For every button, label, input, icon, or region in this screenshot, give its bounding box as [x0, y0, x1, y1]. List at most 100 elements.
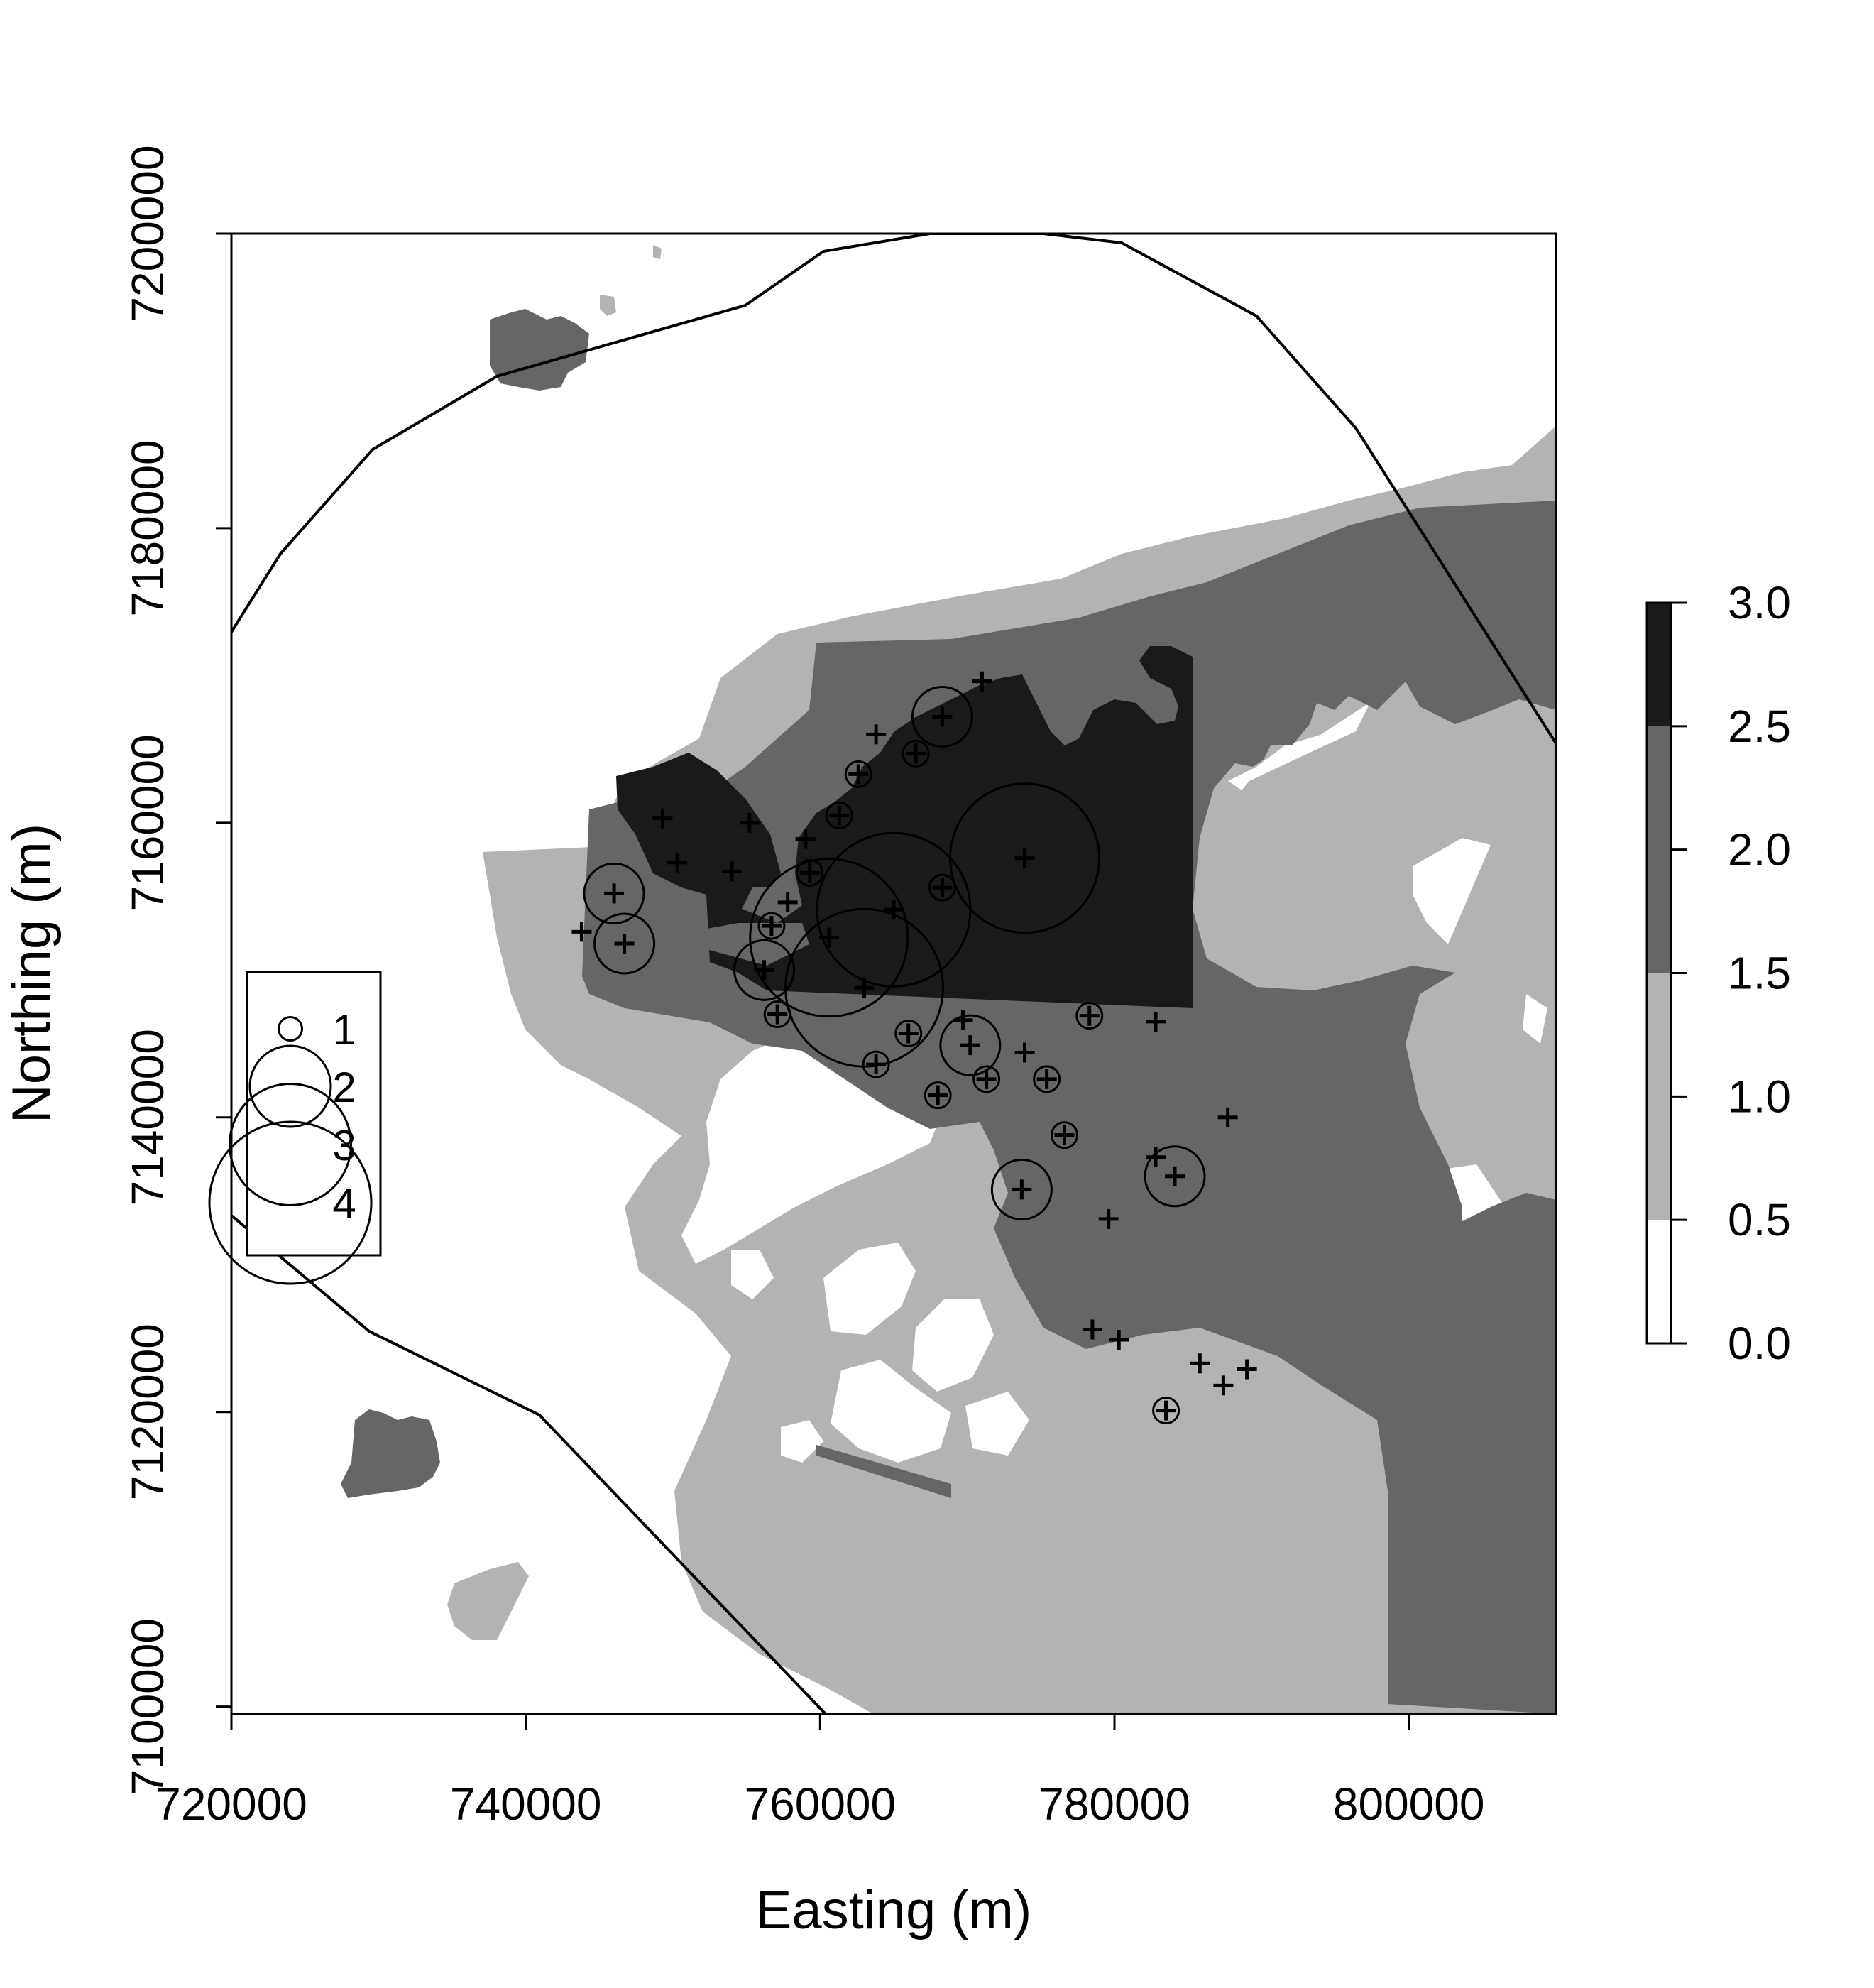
x-tick-label: 760000	[745, 1779, 897, 1830]
y-tick-label: 7180000	[122, 439, 173, 616]
sample-point-circle	[990, 1158, 1053, 1220]
sample-point-plus	[1014, 848, 1035, 868]
sample-point-plus	[953, 1010, 973, 1030]
colorbar-tick-label: 1.5	[1728, 948, 1791, 999]
colorbar-swatch	[1647, 726, 1671, 973]
y-tick-label: 7100000	[122, 1618, 173, 1795]
size-legend-circle	[229, 1083, 352, 1206]
sample-point-circle	[928, 873, 956, 902]
sample-point-plus	[1036, 1069, 1057, 1089]
sample-point-plus	[614, 933, 635, 954]
sample-point-plus	[667, 852, 688, 873]
y-tick-label: 7160000	[122, 734, 173, 911]
sample-point-plus	[1079, 1005, 1100, 1026]
x-axis-title: Easting (m)	[756, 1880, 1032, 1940]
sample-point-plus	[739, 812, 760, 833]
sample-point-plus	[652, 808, 673, 829]
sample-point-circle	[757, 912, 786, 940]
x-tick-label: 720000	[155, 1779, 307, 1830]
interpolation-surface	[231, 234, 1556, 1714]
sample-point-plus	[795, 829, 816, 849]
sample-point-plus	[1237, 1359, 1257, 1380]
sample-point-circle	[583, 862, 645, 924]
sample-point-plus	[866, 724, 887, 745]
sample-point-plus	[932, 706, 953, 727]
colorbar-swatch	[1647, 973, 1671, 1220]
y-axis-title: Northing (m)	[1, 824, 62, 1123]
y-axis: 7100000 7120000 7140000 7160000 7180000 72000…	[122, 145, 233, 1795]
sample-point-plus	[1213, 1375, 1234, 1396]
colorbar-tick-label: 0.5	[1728, 1194, 1791, 1245]
sample-point-circle	[1051, 1121, 1079, 1149]
colorbar-swatches	[1647, 603, 1671, 1343]
sample-point-plus	[761, 916, 782, 936]
size-legend-label: 2	[332, 1064, 356, 1111]
sample-point-plus	[960, 1035, 980, 1056]
size-legend-label: 3	[332, 1122, 356, 1169]
sample-point-plus	[906, 743, 926, 764]
size-legend-circle	[278, 1016, 303, 1042]
x-tick-label: 740000	[450, 1779, 602, 1830]
y-tick-label: 7140000	[122, 1029, 173, 1206]
sample-point-circle	[733, 939, 796, 1001]
colorbar-swatch	[1647, 1220, 1671, 1343]
colorbar-ticks: 0.0 0.5 1.0 1.5 2.0 2.5 3.0	[1671, 577, 1791, 1369]
sample-point-plus	[928, 1085, 948, 1105]
sample-point-plus	[972, 671, 992, 692]
sample-point-plus	[1156, 1400, 1176, 1421]
sample-point-plus	[1190, 1353, 1210, 1374]
sample-point-plus	[721, 861, 742, 882]
sample-point-plus	[829, 805, 850, 826]
size-legend-items: 1 2 3 4	[208, 1006, 373, 1285]
sample-point-plus	[1082, 1319, 1102, 1340]
x-tick-label: 800000	[1333, 1779, 1485, 1830]
sample-point-plus	[767, 1004, 788, 1025]
color-legend: 0.0 0.5 1.0 1.5 2.0 2.5 3.0	[1645, 577, 1791, 1369]
sample-point-circle	[825, 801, 853, 829]
sample-point-plus	[604, 883, 625, 904]
sample-point-plus	[976, 1069, 997, 1089]
sample-point-circle	[972, 1065, 1001, 1093]
study-area-boundary	[231, 234, 1556, 1714]
sample-point-plus	[1014, 1042, 1035, 1063]
sample-point-circle	[939, 1014, 1002, 1076]
colorbar-tick-label: 0.0	[1728, 1318, 1791, 1369]
sample-point-plus	[571, 922, 592, 942]
sample-point-plus	[799, 863, 820, 883]
colorbar-swatch	[1647, 603, 1671, 726]
sample-point-circle	[894, 1020, 923, 1048]
sample-point-circle	[924, 1081, 952, 1110]
sample-point-plus	[848, 764, 869, 785]
sample-point-circle	[1144, 1145, 1206, 1208]
sample-point-plus	[1217, 1107, 1238, 1127]
sample-point-circle	[902, 739, 930, 768]
colorbar-tick-label: 2.5	[1728, 701, 1791, 752]
x-axis: 720000 740000 760000 780000 800000	[155, 1713, 1485, 1830]
sample-point-circle	[749, 858, 909, 1018]
sample-point-circle	[844, 760, 872, 788]
size-legend-circle	[208, 1120, 373, 1285]
class-black-region	[616, 646, 1193, 1008]
sample-point-circle	[593, 912, 656, 975]
colorbar-tick-label: 2.0	[1728, 824, 1791, 875]
sample-point-plus	[1098, 1208, 1119, 1229]
sample-point-plus	[1165, 1166, 1185, 1186]
sample-point-circle	[862, 1050, 890, 1078]
sample-point-circle	[911, 685, 973, 748]
sample-point-circle	[1033, 1065, 1061, 1093]
sample-point-plus	[866, 1054, 887, 1075]
sample-point-plus	[932, 878, 953, 898]
size-legend: 1 2 3 4	[208, 971, 382, 1285]
size-legend-box	[246, 971, 382, 1257]
x-tick-label: 780000	[1039, 1779, 1190, 1830]
sample-point-plus	[1146, 1011, 1166, 1032]
sample-point-circle	[949, 782, 1101, 934]
sample-point-circle	[1075, 1002, 1104, 1030]
sample-points-layer	[571, 671, 1257, 1425]
sample-point-plus	[884, 900, 904, 920]
y-tick-label: 7200000	[122, 145, 173, 322]
sample-point-plus	[1012, 1179, 1032, 1200]
sample-point-plus	[898, 1023, 919, 1044]
size-legend-label: 4	[332, 1180, 356, 1228]
